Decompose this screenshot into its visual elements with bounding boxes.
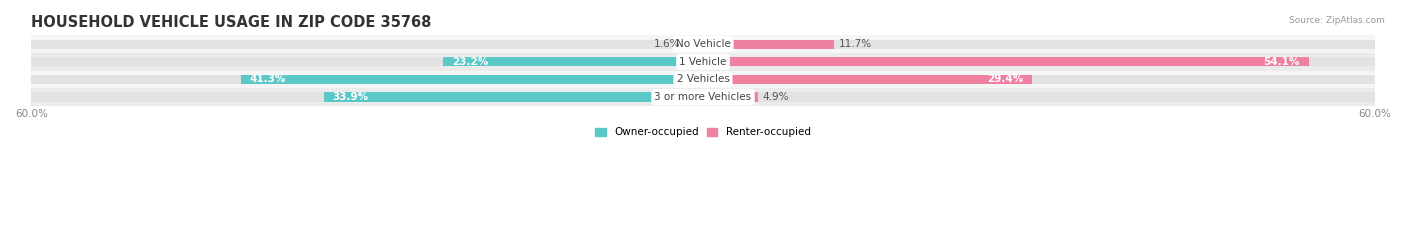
Bar xyxy=(703,40,834,49)
Bar xyxy=(31,35,1375,53)
Text: 1 Vehicle: 1 Vehicle xyxy=(679,57,727,67)
Bar xyxy=(240,75,703,84)
Text: 4.9%: 4.9% xyxy=(762,92,789,102)
Text: 11.7%: 11.7% xyxy=(838,39,872,49)
Bar xyxy=(31,88,1375,106)
Bar xyxy=(703,57,1375,66)
Text: 33.9%: 33.9% xyxy=(333,92,368,102)
Bar xyxy=(31,40,703,49)
Bar xyxy=(323,93,703,102)
Bar xyxy=(685,40,703,49)
Text: 41.3%: 41.3% xyxy=(250,74,285,84)
Bar xyxy=(31,57,703,66)
Bar xyxy=(703,93,1375,102)
Text: HOUSEHOLD VEHICLE USAGE IN ZIP CODE 35768: HOUSEHOLD VEHICLE USAGE IN ZIP CODE 3576… xyxy=(31,15,432,30)
Text: 54.1%: 54.1% xyxy=(1263,57,1299,67)
Bar xyxy=(703,40,1375,49)
Legend: Owner-occupied, Renter-occupied: Owner-occupied, Renter-occupied xyxy=(593,125,813,140)
Bar xyxy=(31,93,703,102)
Bar xyxy=(31,71,1375,88)
Text: 23.2%: 23.2% xyxy=(453,57,488,67)
Bar xyxy=(703,57,1309,66)
Text: 3 or more Vehicles: 3 or more Vehicles xyxy=(654,92,752,102)
Bar xyxy=(703,75,1032,84)
Bar xyxy=(31,53,1375,71)
Bar xyxy=(703,93,758,102)
Bar xyxy=(443,57,703,66)
Text: 29.4%: 29.4% xyxy=(987,74,1024,84)
Bar xyxy=(703,75,1375,84)
Text: 2 Vehicles: 2 Vehicles xyxy=(676,74,730,84)
Text: 1.6%: 1.6% xyxy=(654,39,681,49)
Text: Source: ZipAtlas.com: Source: ZipAtlas.com xyxy=(1289,16,1385,25)
Bar xyxy=(31,75,703,84)
Text: No Vehicle: No Vehicle xyxy=(675,39,731,49)
